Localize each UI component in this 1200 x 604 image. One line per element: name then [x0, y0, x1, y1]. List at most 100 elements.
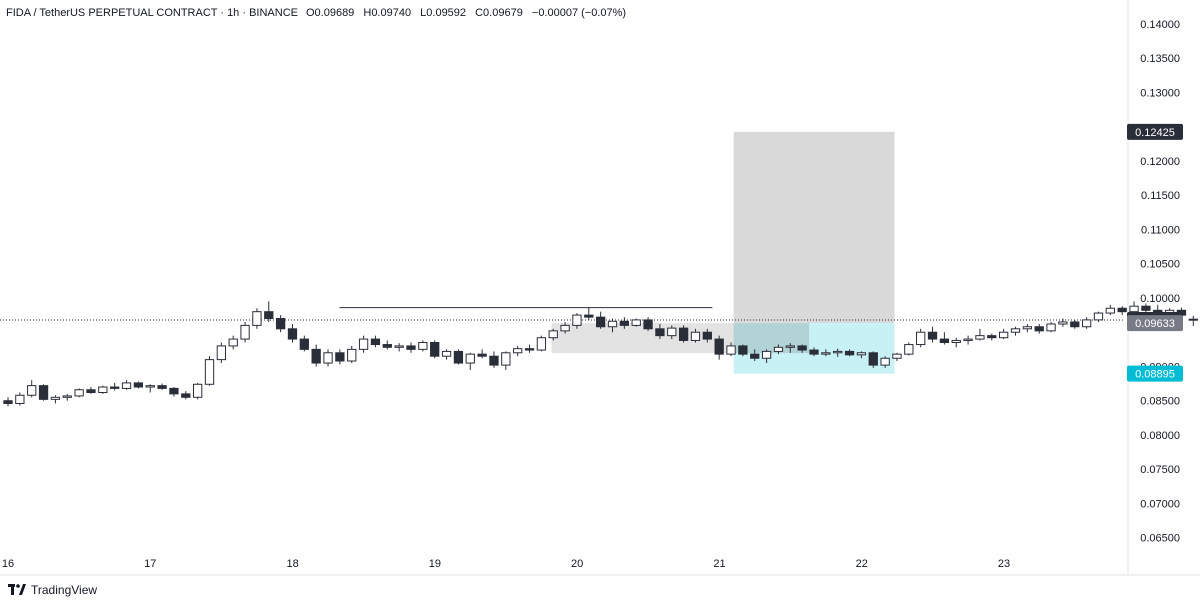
- tradingview-brand[interactable]: TradingView: [8, 583, 97, 597]
- candle-up: [726, 345, 736, 355]
- candle-down: [382, 344, 392, 348]
- candle-down: [524, 348, 535, 351]
- x-tick-label: 16: [2, 558, 14, 570]
- candle-down: [738, 345, 748, 355]
- candle-down: [927, 331, 938, 340]
- candle-down: [1034, 326, 1044, 332]
- y-tick-label: 0.13500: [1140, 53, 1180, 65]
- high-value: H0.09740: [363, 7, 412, 19]
- candle-down: [181, 393, 191, 398]
- candle-up: [773, 346, 784, 352]
- candle-up: [904, 344, 914, 355]
- candle-up: [892, 353, 902, 359]
- candle-up: [501, 352, 511, 366]
- candle-down: [86, 389, 96, 394]
- candle-down: [311, 348, 321, 364]
- candle-up: [252, 311, 262, 326]
- candle-down: [643, 319, 653, 330]
- candle-up: [951, 339, 961, 344]
- candle-up: [607, 320, 618, 328]
- candle-up: [358, 338, 369, 350]
- y-tick-label: 0.07500: [1140, 464, 1180, 476]
- candle-up: [536, 337, 547, 351]
- candle-up: [880, 357, 890, 366]
- candle-down: [678, 327, 689, 341]
- candle-down: [702, 331, 712, 340]
- candle-up: [216, 345, 227, 361]
- candle-down: [406, 345, 416, 350]
- x-tick-label: 18: [286, 558, 298, 570]
- price-tag-0-08895: [1127, 365, 1183, 382]
- candle-down: [714, 338, 724, 355]
- candle-down: [1188, 318, 1198, 321]
- open-value: O0.09689: [305, 7, 355, 19]
- candle-down: [868, 352, 878, 366]
- candle-up: [690, 331, 701, 341]
- candle-up: [761, 350, 772, 359]
- candle-down: [987, 335, 997, 339]
- candle-up: [27, 385, 37, 396]
- candle-up: [347, 348, 357, 362]
- price-tag-label: 0.12425: [1135, 127, 1175, 139]
- candle-down: [3, 400, 13, 404]
- candle-down: [430, 342, 440, 357]
- x-tick-label: 19: [429, 558, 441, 570]
- profit-zone: [733, 131, 895, 324]
- candle-down: [287, 328, 298, 340]
- candle-up: [441, 350, 452, 357]
- price-tag-label: 0.08895: [1135, 369, 1175, 381]
- candle-up: [240, 324, 250, 340]
- candle-down: [157, 385, 167, 389]
- candle-down: [133, 382, 144, 388]
- candle-down: [596, 316, 606, 328]
- candle-down: [619, 320, 630, 326]
- y-tick-label: 0.06500: [1140, 533, 1180, 545]
- x-tick-label: 17: [144, 558, 156, 570]
- candle-up: [204, 359, 215, 385]
- candle-up: [1093, 312, 1104, 321]
- y-tick-label: 0.10000: [1140, 293, 1180, 305]
- y-tick-label: 0.10500: [1140, 259, 1180, 271]
- y-tick-label: 0.11000: [1141, 224, 1180, 236]
- tradingview-logo-icon: [8, 584, 26, 595]
- candle-down: [750, 353, 760, 359]
- candle-up: [1022, 326, 1033, 330]
- y-tick-label: 0.11500: [1141, 190, 1180, 202]
- candle-up: [74, 389, 84, 397]
- symbol-title: FIDA / TetherUS PERPETUAL CONTRACT · 1h …: [6, 7, 298, 19]
- candle-down: [1117, 307, 1127, 313]
- chart-header: FIDA / TetherUS PERPETUAL CONTRACT · 1h …: [6, 7, 632, 19]
- price-tag-0-12425: [1127, 123, 1183, 140]
- candle-down: [584, 314, 594, 318]
- candle-up: [1105, 307, 1115, 314]
- candle-up: [98, 386, 108, 394]
- candle-up: [785, 345, 795, 348]
- x-tick-label: 20: [571, 558, 583, 570]
- candle-down: [453, 350, 464, 364]
- candle-up: [192, 383, 203, 398]
- candle-down: [489, 355, 499, 366]
- candle-down: [939, 338, 950, 344]
- candle-down: [1070, 321, 1080, 328]
- candle-up: [856, 352, 867, 356]
- brand-name: TradingView: [31, 583, 98, 597]
- x-tick-label: 21: [713, 558, 725, 570]
- candle-up: [572, 314, 582, 326]
- candle-up: [963, 338, 973, 341]
- candle-up: [15, 394, 25, 404]
- candle-down: [370, 338, 381, 346]
- candle-down: [38, 385, 49, 400]
- price-tag-label: 0.09633: [1135, 318, 1175, 330]
- candle-up: [1081, 319, 1092, 328]
- candle-down: [1141, 305, 1151, 311]
- candle-up: [560, 324, 570, 332]
- candle-up: [394, 345, 404, 348]
- candle-up: [975, 335, 985, 340]
- candle-up: [667, 327, 677, 337]
- candle-down: [797, 345, 807, 351]
- candle-up: [62, 395, 72, 398]
- candle-up: [821, 352, 831, 355]
- candle-down: [299, 338, 309, 350]
- low-value: L0.09592: [420, 7, 467, 19]
